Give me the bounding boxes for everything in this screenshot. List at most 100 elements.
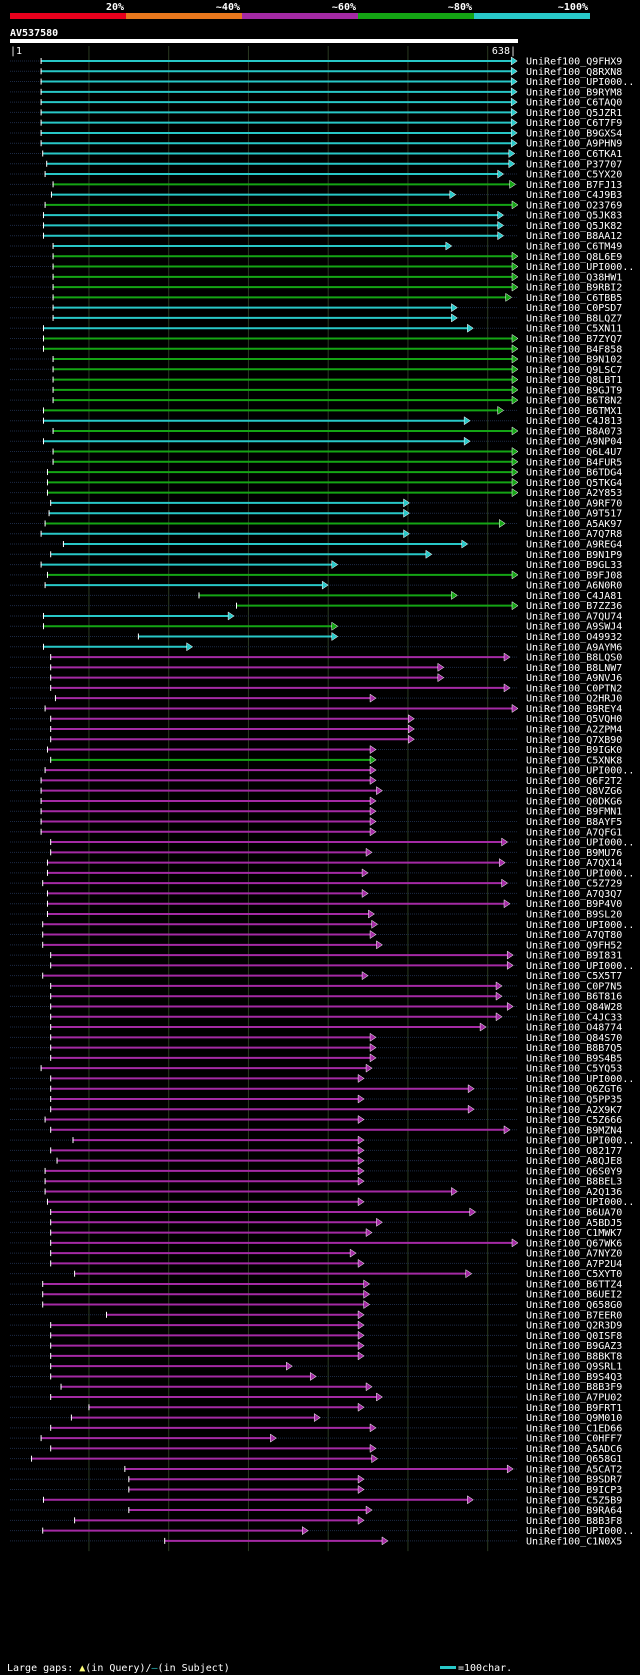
hit-label[interactable]: UniRef100_A8QJE8 (526, 1156, 622, 1167)
hit-row[interactable]: UniRef100_Q84S70 (10, 1033, 622, 1044)
hit-label[interactable]: UniRef100_A9NP04 (526, 437, 622, 448)
hit-label[interactable]: UniRef100_A2X9K7 (526, 1105, 622, 1116)
hit-row[interactable]: UniRef100_Q9FH52 (10, 940, 622, 951)
hit-label[interactable]: UniRef100_A9PHN9 (526, 139, 622, 150)
hit-row[interactable]: UniRef100_B8BKT8 (10, 1351, 622, 1362)
hit-label[interactable]: UniRef100_UPI000.. (526, 1197, 634, 1208)
hit-row[interactable]: UniRef100_A7Q7R8 (10, 529, 622, 540)
hit-row[interactable]: UniRef100_A5AK97 (10, 519, 622, 530)
hit-label[interactable]: UniRef100_B9IGK0 (526, 745, 622, 756)
hit-row[interactable]: UniRef100_B6TTZ4 (10, 1279, 622, 1290)
hit-label[interactable]: UniRef100_UPI000.. (526, 838, 634, 849)
hit-label[interactable]: UniRef100_B9I831 (526, 951, 622, 962)
hit-label[interactable]: UniRef100_B8B3F8 (526, 1516, 622, 1527)
hit-row[interactable]: UniRef100_Q6F2T2 (10, 776, 622, 787)
hit-row[interactable]: UniRef100_Q6ZGT6 (10, 1084, 622, 1095)
hit-label[interactable]: UniRef100_Q7XB90 (526, 735, 622, 746)
hit-row[interactable]: UniRef100_C4JC33 (10, 1012, 622, 1023)
hit-label[interactable]: UniRef100_P37707 (526, 159, 622, 170)
hit-label[interactable]: UniRef100_C0P7N5 (526, 981, 622, 992)
hit-row[interactable]: UniRef100_B6TMX1 (10, 406, 622, 417)
hit-label[interactable]: UniRef100_B8BKT8 (526, 1351, 622, 1362)
hit-row[interactable]: UniRef100_B8B7Q5 (10, 1043, 622, 1054)
hit-label[interactable]: UniRef100_B9GL33 (526, 560, 622, 571)
hit-label[interactable]: UniRef100_Q5VQH0 (526, 714, 622, 725)
hit-label[interactable]: UniRef100_C4JC33 (526, 1012, 622, 1023)
hit-label[interactable]: UniRef100_A5AK97 (526, 519, 622, 530)
hit-label[interactable]: UniRef100_B8BEL3 (526, 1177, 622, 1188)
hit-row[interactable]: UniRef100_A6N0R0 (10, 581, 622, 592)
hit-row[interactable]: UniRef100_A9PHN9 (10, 139, 622, 150)
hit-label[interactable]: UniRef100_O48774 (526, 1023, 622, 1034)
hit-row[interactable]: UniRef100_B7FJ13 (10, 180, 622, 191)
hit-label[interactable]: UniRef100_A9SWJ4 (526, 622, 622, 633)
hit-row[interactable]: UniRef100_C0PTN2 (10, 683, 622, 694)
hit-label[interactable]: UniRef100_UPI000.. (526, 1136, 634, 1147)
hit-row[interactable]: UniRef100_B9GJT9 (10, 385, 622, 396)
hit-row[interactable]: UniRef100_C5XNK8 (10, 755, 622, 766)
hit-row[interactable]: UniRef100_UPI000.. (10, 1074, 634, 1085)
hit-row[interactable]: UniRef100_C6TM49 (10, 241, 622, 252)
hit-row[interactable]: UniRef100_B9GL33 (10, 560, 622, 571)
hit-label[interactable]: UniRef100_Q67WK6 (526, 1238, 622, 1249)
hit-row[interactable]: UniRef100_Q6S0Y9 (10, 1166, 622, 1177)
hit-row[interactable]: UniRef100_Q5VQH0 (10, 714, 622, 725)
hit-row[interactable]: UniRef100_A8QJE8 (10, 1156, 622, 1167)
hit-label[interactable]: UniRef100_B6T8N2 (526, 396, 622, 407)
hit-row[interactable]: UniRef100_B9REY4 (10, 704, 622, 715)
hit-row[interactable]: UniRef100_B8LNW7 (10, 663, 622, 674)
hit-row[interactable]: UniRef100_Q8RXN8 (10, 67, 622, 78)
hit-row[interactable]: UniRef100_Q7XB90 (10, 735, 622, 746)
hit-row[interactable]: UniRef100_Q38HW1 (10, 272, 622, 283)
hit-row[interactable]: UniRef100_C1ED66 (10, 1423, 622, 1434)
hit-row[interactable]: UniRef100_B9SDR7 (10, 1475, 622, 1486)
hit-row[interactable]: UniRef100_O48774 (10, 1023, 622, 1034)
hit-label[interactable]: UniRef100_C6TM49 (526, 241, 622, 252)
hit-row[interactable]: UniRef100_P37707 (10, 159, 622, 170)
hit-row[interactable]: UniRef100_B9GAZ3 (10, 1341, 622, 1352)
hit-label[interactable]: UniRef100_C5YX20 (526, 170, 622, 181)
hit-row[interactable]: UniRef100_A2Q136 (10, 1187, 622, 1198)
hit-row[interactable]: UniRef100_B9MZN4 (10, 1125, 622, 1136)
hit-row[interactable]: UniRef100_A2ZPM4 (10, 725, 622, 736)
hit-label[interactable]: UniRef100_B9RBI2 (526, 283, 622, 294)
hit-row[interactable]: UniRef100_B9IGK0 (10, 745, 622, 756)
hit-label[interactable]: UniRef100_B8LNW7 (526, 663, 622, 674)
hit-row[interactable]: UniRef100_Q9SRL1 (10, 1362, 622, 1373)
hit-row[interactable]: UniRef100_A9NP04 (10, 437, 622, 448)
hit-row[interactable]: UniRef100_A5ADC6 (10, 1444, 622, 1455)
hit-row[interactable]: UniRef100_B8LQS0 (10, 653, 622, 664)
hit-label[interactable]: UniRef100_B9P4V0 (526, 899, 622, 910)
hit-row[interactable]: UniRef100_A9SWJ4 (10, 622, 622, 633)
hit-row[interactable]: UniRef100_C0PSD7 (10, 303, 622, 314)
hit-label[interactable]: UniRef100_C0PTN2 (526, 683, 622, 694)
hit-row[interactable]: UniRef100_B6TDG4 (10, 468, 622, 479)
hit-row[interactable]: UniRef100_A7PU02 (10, 1393, 622, 1404)
hit-label[interactable]: UniRef100_O82177 (526, 1146, 622, 1157)
hit-label[interactable]: UniRef100_C6TKA1 (526, 149, 622, 160)
hit-row[interactable]: UniRef100_A9AYM6 (10, 642, 622, 653)
hit-row[interactable]: UniRef100_B9MU76 (10, 848, 622, 859)
hit-label[interactable]: UniRef100_UPI000.. (526, 868, 634, 879)
hit-label[interactable]: UniRef100_B9RYM8 (526, 87, 622, 98)
hit-label[interactable]: UniRef100_Q84W28 (526, 1002, 622, 1013)
hit-row[interactable]: UniRef100_A7QX14 (10, 858, 622, 869)
hit-row[interactable]: UniRef100_UPI000.. (10, 1526, 634, 1537)
hit-row[interactable]: UniRef100_UPI000.. (10, 1136, 634, 1147)
hit-label[interactable]: UniRef100_Q9M010 (526, 1413, 622, 1424)
hit-label[interactable]: UniRef100_C1ED66 (526, 1423, 622, 1434)
hit-row[interactable]: UniRef100_B6UA70 (10, 1208, 622, 1219)
hit-label[interactable]: UniRef100_UPI000.. (526, 920, 634, 931)
hit-row[interactable]: UniRef100_A7QT80 (10, 930, 622, 941)
hit-row[interactable]: UniRef100_C6TBB5 (10, 293, 622, 304)
hit-label[interactable]: UniRef100_B9GXS4 (526, 128, 622, 139)
hit-label[interactable]: UniRef100_B8AA12 (526, 231, 622, 242)
hit-label[interactable]: UniRef100_C5Z729 (526, 879, 622, 890)
hit-label[interactable]: UniRef100_B9N102 (526, 355, 622, 366)
hit-label[interactable]: UniRef100_B9MZN4 (526, 1125, 622, 1136)
hit-label[interactable]: UniRef100_Q8VZG6 (526, 786, 622, 797)
hit-label[interactable]: UniRef100_B8B7Q5 (526, 1043, 622, 1054)
hit-label[interactable]: UniRef100_Q9FHX9 (526, 57, 622, 68)
hit-label[interactable]: UniRef100_C5XNK8 (526, 755, 622, 766)
hit-label[interactable]: UniRef100_Q8LBT1 (526, 375, 622, 386)
